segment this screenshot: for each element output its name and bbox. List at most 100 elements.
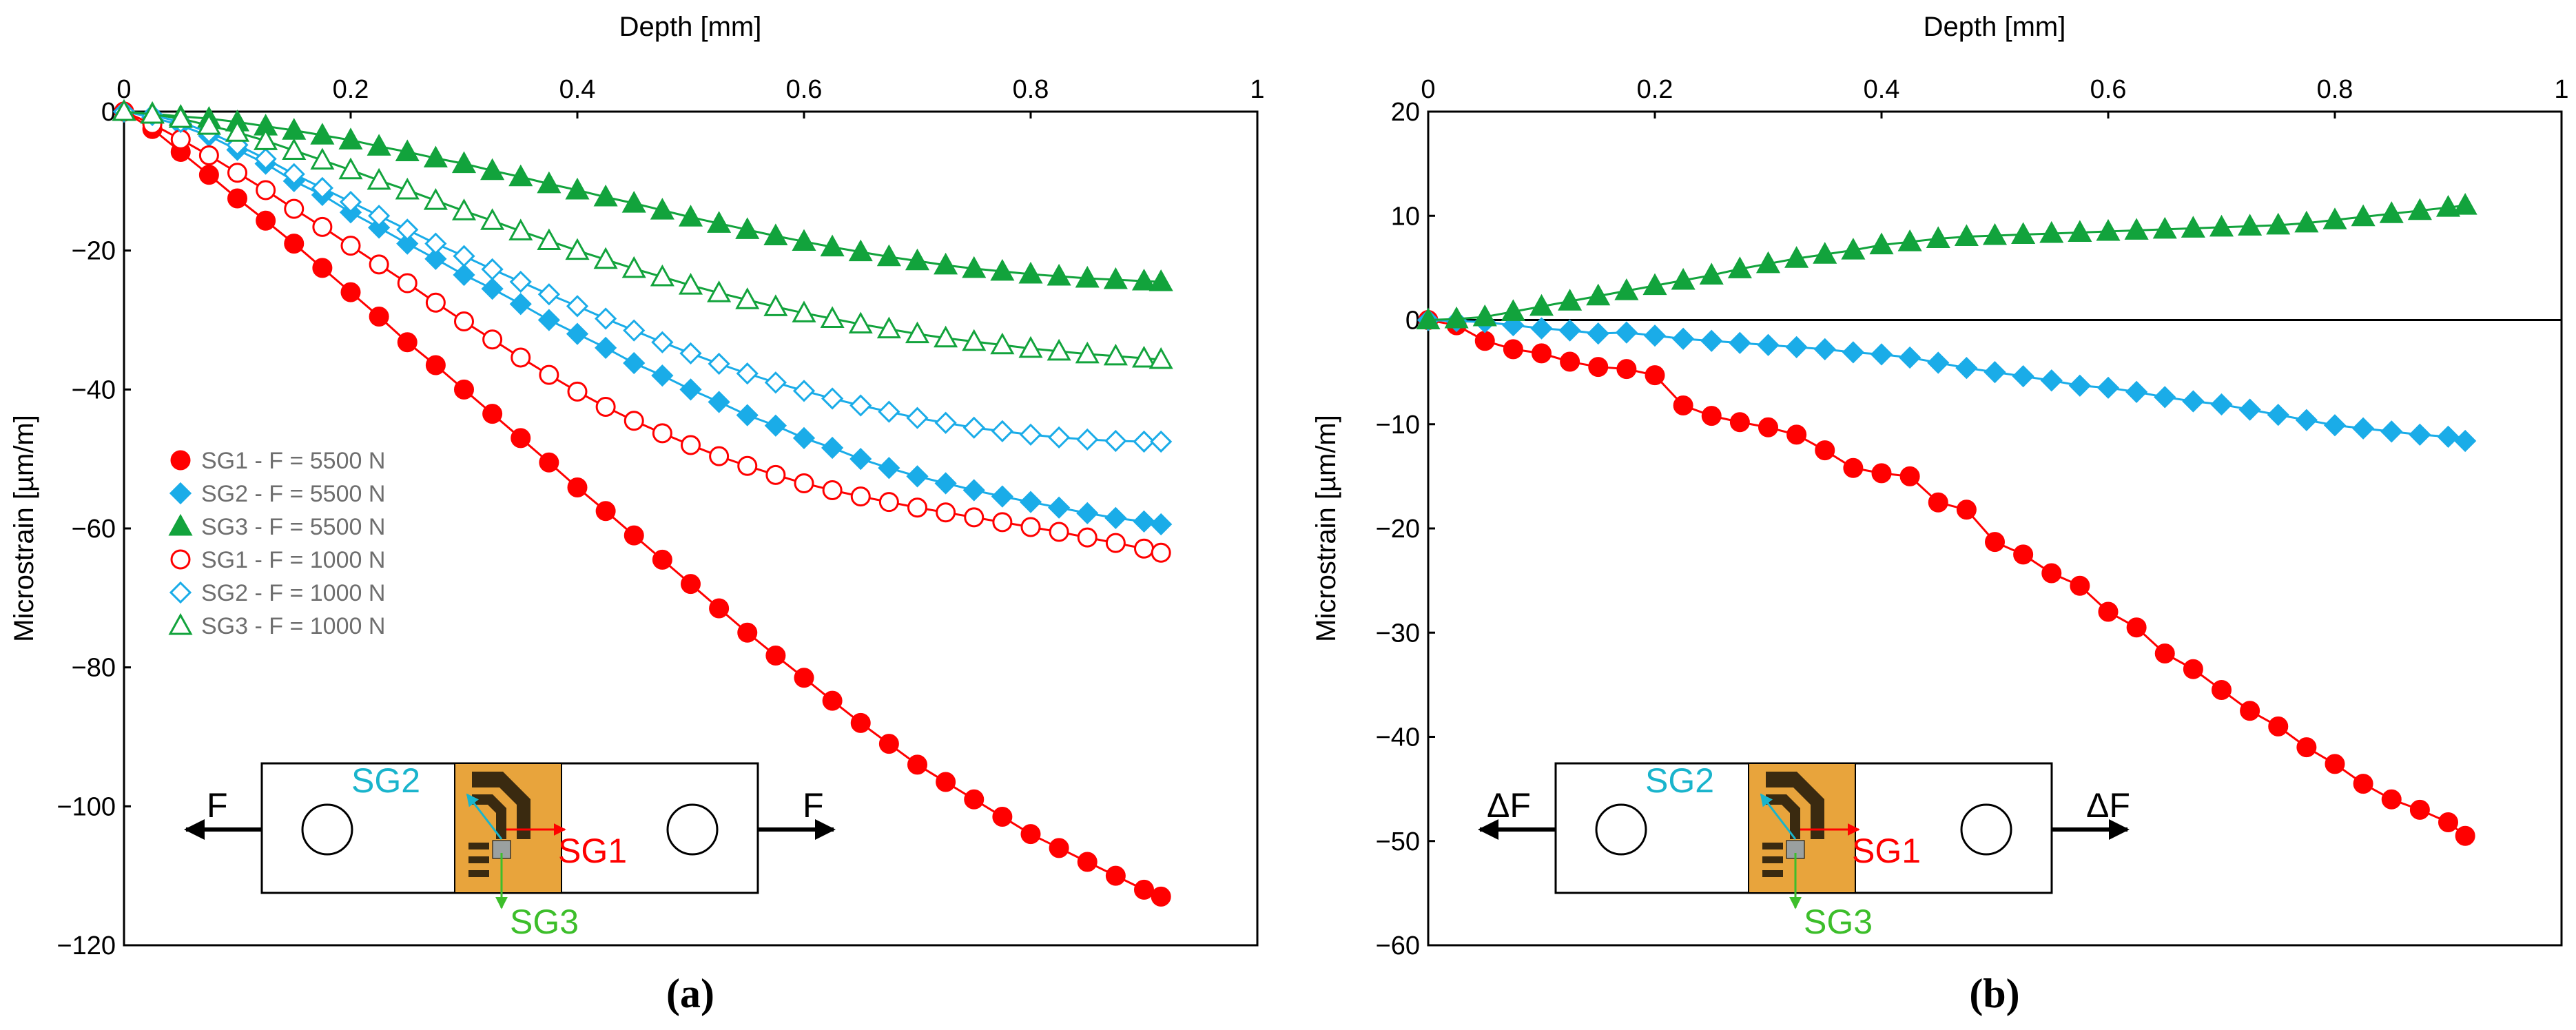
data-point <box>2152 216 2177 239</box>
data-point <box>623 319 646 342</box>
data-point <box>1985 532 2005 553</box>
data-point <box>425 292 446 313</box>
data-point <box>1076 428 1099 451</box>
data-point <box>2154 386 2176 409</box>
data-point <box>1700 329 1723 352</box>
data-point <box>821 387 844 410</box>
data-point <box>451 198 477 220</box>
data-point <box>907 497 927 518</box>
data-point <box>168 105 193 128</box>
data-point <box>539 364 559 385</box>
data-point <box>566 295 589 318</box>
legend-marker <box>170 450 191 471</box>
data-point <box>962 256 987 278</box>
data-point <box>2267 404 2289 426</box>
data-point <box>312 258 333 278</box>
data-point <box>2325 754 2345 774</box>
data-point <box>1077 527 1098 548</box>
data-point <box>1503 339 1523 360</box>
data-point <box>678 205 703 227</box>
data-point <box>311 176 333 200</box>
data-point <box>1614 278 1639 300</box>
data-point <box>792 300 816 322</box>
x-tick-label: 1 <box>2554 75 2568 104</box>
gauge-grid-2 <box>468 856 489 863</box>
data-point <box>1049 838 1069 858</box>
data-point <box>481 278 504 300</box>
data-point <box>990 332 1015 355</box>
data-point <box>707 211 732 233</box>
data-point <box>1643 325 1667 347</box>
data-point <box>595 397 616 418</box>
data-point <box>424 247 447 270</box>
data-point <box>651 364 674 387</box>
data-point <box>1105 533 1126 553</box>
data-point <box>395 177 420 200</box>
data-point <box>1786 424 1807 445</box>
data-point <box>340 282 361 302</box>
legend-entry: SG3 - F = 1000 N <box>201 613 385 639</box>
data-point <box>1151 542 1171 563</box>
data-point <box>453 263 475 287</box>
data-point <box>2453 193 2477 215</box>
data-point <box>849 394 872 417</box>
data-point <box>651 331 674 353</box>
sg1-label: SG1 <box>1852 832 1921 870</box>
data-point <box>962 416 985 439</box>
y-tick-label: −20 <box>72 237 116 266</box>
x-tick-label: 0 <box>116 75 131 104</box>
data-point <box>763 294 788 316</box>
data-point <box>1075 265 1100 288</box>
data-point <box>2455 825 2475 846</box>
data-point <box>1815 440 1835 461</box>
data-point <box>623 351 646 375</box>
data-point <box>1928 492 1948 513</box>
data-point <box>624 525 644 546</box>
data-point <box>481 258 504 281</box>
gauge-rosette-icon <box>472 772 530 839</box>
data-point <box>934 411 957 434</box>
data-point <box>2409 799 2430 820</box>
data-point <box>2126 617 2147 638</box>
data-point <box>2212 679 2232 700</box>
data-point <box>1671 267 1696 290</box>
x-tick-label: 0.6 <box>2090 75 2127 104</box>
data-point <box>2210 393 2233 416</box>
data-point <box>2353 774 2373 794</box>
data-point <box>2183 659 2203 679</box>
data-point <box>1416 307 1441 329</box>
data-point <box>1532 343 1552 364</box>
data-point <box>2381 789 2402 810</box>
data-point <box>1616 359 1637 380</box>
data-point <box>2380 420 2403 443</box>
data-point <box>2268 716 2289 737</box>
data-point <box>934 472 957 495</box>
data-point <box>878 457 900 480</box>
data-point <box>508 164 533 187</box>
data-point <box>681 574 701 595</box>
data-point <box>567 477 588 498</box>
data-point <box>1926 226 1950 249</box>
data-point <box>454 379 474 400</box>
data-point <box>1586 283 1611 306</box>
data-point <box>2323 414 2347 437</box>
data-point <box>368 205 391 227</box>
gauge-grid-3 <box>1762 870 1783 877</box>
data-point <box>2182 390 2205 413</box>
data-point <box>1104 429 1127 453</box>
data-point <box>2266 212 2291 235</box>
data-point <box>849 448 872 471</box>
data-point <box>511 428 531 449</box>
force-label-right: F <box>803 786 824 825</box>
data-point <box>1558 289 1583 311</box>
x-tick-label: 0.8 <box>2317 75 2353 104</box>
data-point <box>2379 201 2404 223</box>
data-point <box>1105 865 1126 886</box>
legend-entry: SG2 - F = 5500 N <box>201 481 385 507</box>
data-point <box>992 806 1013 827</box>
data-point <box>1954 224 1979 246</box>
data-point <box>2068 374 2091 397</box>
data-point <box>1018 261 1043 284</box>
data-point <box>1018 336 1043 358</box>
data-point <box>681 435 701 455</box>
